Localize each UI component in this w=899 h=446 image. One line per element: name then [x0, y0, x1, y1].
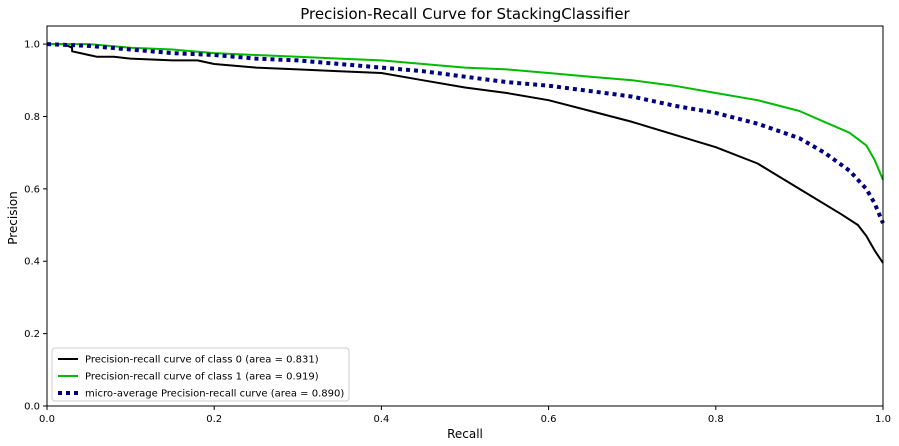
legend-box: [51, 347, 350, 402]
series-line-0: [47, 43, 884, 264]
axes-frame: [46, 25, 884, 407]
y-tick-label: 1.0: [24, 40, 40, 51]
x-tick-label: 0.2: [206, 414, 222, 425]
y-tick-label: 0.6: [24, 184, 40, 195]
series-line-1: [47, 43, 884, 181]
y-tick-label: 0.4: [24, 257, 40, 268]
y-tick-label: 0.2: [24, 329, 40, 340]
legend-entry-0: Precision-recall curve of class 0 (area …: [85, 355, 319, 366]
legend-entry-1: Precision-recall curve of class 1 (area …: [85, 372, 319, 383]
x-tick-label: 0.8: [708, 414, 724, 425]
y-tick-label: 0.0: [24, 402, 40, 413]
x-tick-label: 0.4: [373, 414, 389, 425]
x-tick-label: 0.0: [39, 414, 55, 425]
y-tick-label: 0.8: [24, 112, 40, 123]
chart-title: Precision-Recall Curve for StackingClass…: [300, 5, 630, 23]
plot-area: 0.0 0.2 0.4 0.6 0.8 1.0 0.0 0.2 0.4 0.6 0.8 1.0: [24, 25, 891, 425]
x-tick-label: 1.0: [875, 414, 891, 425]
x-axis-title: Recall: [447, 427, 483, 441]
legend: Precision-recall curve of class 0 (area …: [51, 347, 350, 402]
y-axis-title: Precision: [6, 191, 20, 245]
series-line-2: [46, 42, 885, 224]
x-tick-label: 0.6: [541, 414, 557, 425]
legend-entry-2: micro-average Precision-recall curve (ar…: [85, 389, 344, 400]
